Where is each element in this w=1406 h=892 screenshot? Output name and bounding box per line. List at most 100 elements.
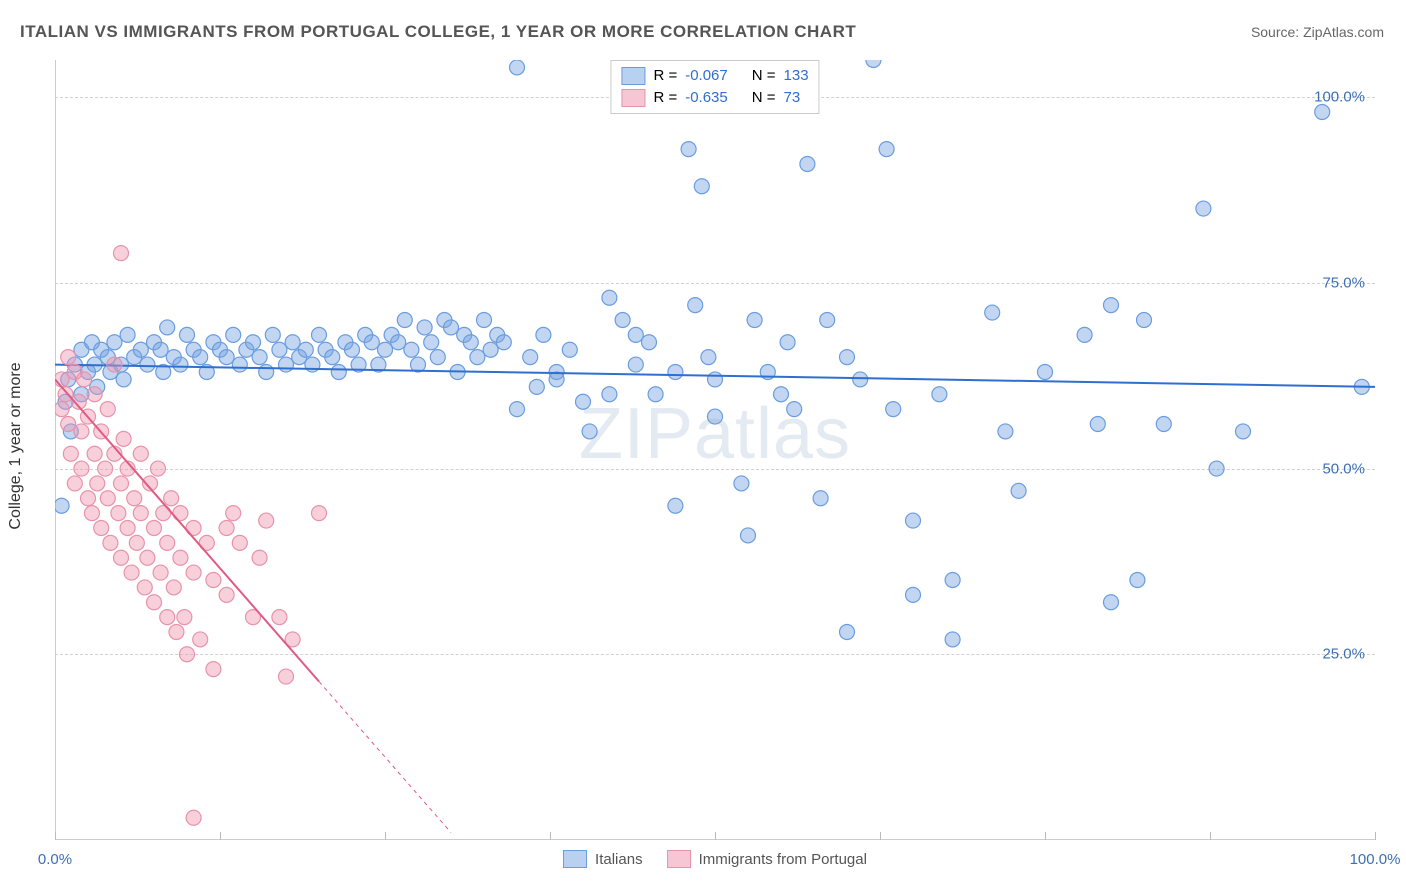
data-point bbox=[61, 417, 76, 432]
data-point bbox=[177, 610, 192, 625]
data-point bbox=[74, 424, 89, 439]
data-point bbox=[100, 491, 115, 506]
data-point bbox=[364, 335, 379, 350]
data-point bbox=[166, 580, 181, 595]
data-point bbox=[668, 498, 683, 513]
legend-label-1: Immigrants from Portugal bbox=[699, 851, 867, 868]
data-point bbox=[701, 350, 716, 365]
data-point bbox=[298, 342, 313, 357]
data-point bbox=[272, 610, 287, 625]
data-point bbox=[312, 327, 327, 342]
data-point bbox=[55, 498, 69, 513]
data-point bbox=[252, 550, 267, 565]
data-point bbox=[180, 647, 195, 662]
data-point bbox=[219, 587, 234, 602]
data-point bbox=[87, 387, 102, 402]
legend-swatch-portugal-b bbox=[667, 850, 691, 868]
data-point bbox=[1315, 105, 1330, 120]
data-point bbox=[998, 424, 1013, 439]
plot-area: ZIPatlas R = -0.067 N = 133 R = -0.635 N… bbox=[55, 60, 1375, 840]
legend-stats-row-1: R = -0.635 N = 73 bbox=[621, 87, 808, 109]
data-point bbox=[173, 357, 188, 372]
data-point bbox=[866, 60, 881, 68]
data-point bbox=[602, 387, 617, 402]
source-label: Source: ZipAtlas.com bbox=[1251, 24, 1384, 40]
r-value-1: -0.635 bbox=[685, 87, 728, 109]
data-point bbox=[813, 491, 828, 506]
data-point bbox=[787, 402, 802, 417]
legend-swatch-italians bbox=[621, 67, 645, 85]
data-point bbox=[477, 313, 492, 328]
data-point bbox=[160, 320, 175, 335]
data-point bbox=[120, 327, 135, 342]
data-point bbox=[63, 446, 78, 461]
data-point bbox=[444, 320, 459, 335]
data-point bbox=[87, 446, 102, 461]
data-point bbox=[67, 476, 82, 491]
data-point bbox=[133, 506, 148, 521]
data-point bbox=[1130, 573, 1145, 588]
n-value-0: 133 bbox=[784, 65, 809, 87]
data-point bbox=[259, 513, 274, 528]
data-point bbox=[1104, 298, 1119, 313]
data-point bbox=[463, 335, 478, 350]
data-point bbox=[628, 327, 643, 342]
xtick-label: 100.0% bbox=[1350, 851, 1401, 868]
data-point bbox=[747, 313, 762, 328]
data-point bbox=[734, 476, 749, 491]
legend-stats-row-0: R = -0.067 N = 133 bbox=[621, 65, 808, 87]
legend-swatch-italians-b bbox=[563, 850, 587, 868]
data-point bbox=[219, 350, 234, 365]
legend-item-portugal: Immigrants from Portugal bbox=[667, 850, 867, 868]
data-point bbox=[206, 573, 221, 588]
data-point bbox=[496, 335, 511, 350]
data-point bbox=[628, 357, 643, 372]
data-point bbox=[562, 342, 577, 357]
data-point bbox=[741, 528, 756, 543]
data-point bbox=[232, 357, 247, 372]
data-point bbox=[536, 327, 551, 342]
data-point bbox=[582, 424, 597, 439]
data-point bbox=[116, 431, 131, 446]
data-point bbox=[510, 60, 525, 75]
data-point bbox=[1209, 461, 1224, 476]
data-point bbox=[160, 535, 175, 550]
data-point bbox=[549, 372, 564, 387]
legend-series: Italians Immigrants from Portugal bbox=[563, 850, 867, 868]
data-point bbox=[114, 550, 129, 565]
data-point bbox=[1104, 595, 1119, 610]
data-point bbox=[668, 365, 683, 380]
data-point bbox=[391, 335, 406, 350]
data-point bbox=[107, 335, 122, 350]
r-label: R = bbox=[653, 87, 677, 109]
r-label: R = bbox=[653, 65, 677, 87]
data-point bbox=[1156, 417, 1171, 432]
data-point bbox=[985, 305, 1000, 320]
data-point bbox=[193, 632, 208, 647]
data-point bbox=[160, 610, 175, 625]
chart-title: ITALIAN VS IMMIGRANTS FROM PORTUGAL COLL… bbox=[20, 22, 856, 42]
data-point bbox=[246, 335, 261, 350]
data-point bbox=[153, 565, 168, 580]
n-value-1: 73 bbox=[784, 87, 801, 109]
legend-label-0: Italians bbox=[595, 851, 643, 868]
data-point bbox=[137, 580, 152, 595]
data-point bbox=[820, 313, 835, 328]
data-point bbox=[615, 313, 630, 328]
data-point bbox=[180, 327, 195, 342]
data-point bbox=[906, 587, 921, 602]
data-point bbox=[688, 298, 703, 313]
data-point bbox=[1196, 201, 1211, 216]
data-point bbox=[523, 350, 538, 365]
data-point bbox=[103, 535, 118, 550]
xtick bbox=[1375, 832, 1376, 840]
data-point bbox=[510, 402, 525, 417]
data-point bbox=[483, 342, 498, 357]
data-point bbox=[90, 476, 105, 491]
data-point bbox=[279, 669, 294, 684]
data-point bbox=[780, 335, 795, 350]
data-point bbox=[529, 379, 544, 394]
data-point bbox=[1011, 483, 1026, 498]
data-point bbox=[98, 461, 113, 476]
data-point bbox=[259, 365, 274, 380]
